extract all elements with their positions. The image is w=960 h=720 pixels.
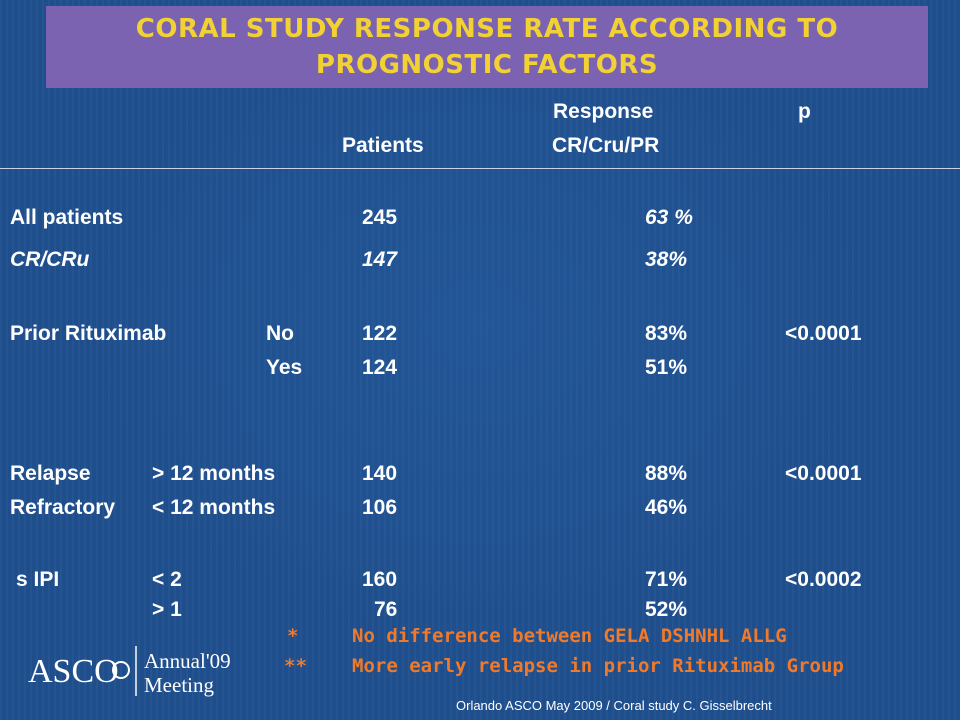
row-p-value: <0.0001 (785, 462, 862, 485)
row-label: s IPI (16, 568, 60, 591)
row-subgroup: Yes (266, 356, 303, 379)
header-p: p (798, 100, 811, 123)
slide-title: CORAL STUDY RESPONSE RATE ACCORDING TO P… (46, 6, 928, 88)
asco-annual-meeting-logo: ASCO Annual'09 Meeting (24, 640, 264, 707)
footnote-mark: * (287, 625, 299, 647)
row-subgroup: < 2 (152, 568, 182, 591)
logo-line-2: Meeting (144, 673, 214, 697)
row-subgroup: < 12 months (152, 496, 276, 519)
row-patients: 124 (362, 356, 398, 379)
header-cr-cru-pr: CR/Cru/PR (552, 134, 660, 157)
title-line-1: CORAL STUDY RESPONSE RATE ACCORDING TO (135, 14, 839, 44)
row-subgroup: > 12 months (152, 462, 276, 485)
row-response: 88% (645, 462, 688, 485)
row-patients: 147 (362, 248, 398, 271)
footnote-text: No difference between GELA DSHNHL ALLG (352, 625, 787, 647)
footnote-text: More early relapse in prior Rituximab Gr… (352, 655, 844, 677)
row-subgroup: > 1 (152, 598, 182, 621)
row-response: 46% (645, 496, 688, 519)
row-patients: 106 (362, 496, 398, 519)
row-patients: 140 (362, 462, 398, 485)
row-response: 71% (645, 568, 688, 591)
row-label: Refractory (10, 496, 116, 519)
row-p-value: <0.0001 (785, 322, 862, 345)
title-line-2: PROGNOSTIC FACTORS (315, 50, 659, 80)
footer-credit: Orlando ASCO May 2009 / Coral study C. G… (456, 698, 772, 713)
row-response: 63 % (645, 206, 693, 229)
asco-brand-text: ASCO (28, 653, 119, 690)
row-p-value: <0.0002 (785, 568, 862, 591)
row-patients: 122 (362, 322, 398, 345)
header-patients: Patients (342, 134, 424, 157)
footnote-mark: ** (284, 655, 307, 677)
row-label: Relapse (10, 462, 91, 485)
row-patients: 245 (362, 206, 398, 229)
row-response: 83% (645, 322, 688, 345)
asco-flame-icon (112, 661, 130, 679)
row-patients: 160 (362, 568, 398, 591)
row-label: Prior Rituximab (10, 322, 167, 345)
row-response: 38% (645, 248, 688, 271)
row-response: 52% (645, 598, 688, 621)
row-label: All patients (10, 206, 124, 229)
header-divider (0, 168, 960, 169)
row-label: CR/CRu (10, 248, 90, 271)
header-response: Response (553, 100, 654, 123)
row-patients: 76 (374, 598, 398, 621)
logo-line-1: Annual'09 (144, 649, 231, 673)
row-subgroup: No (266, 322, 294, 345)
row-response: 51% (645, 356, 688, 379)
